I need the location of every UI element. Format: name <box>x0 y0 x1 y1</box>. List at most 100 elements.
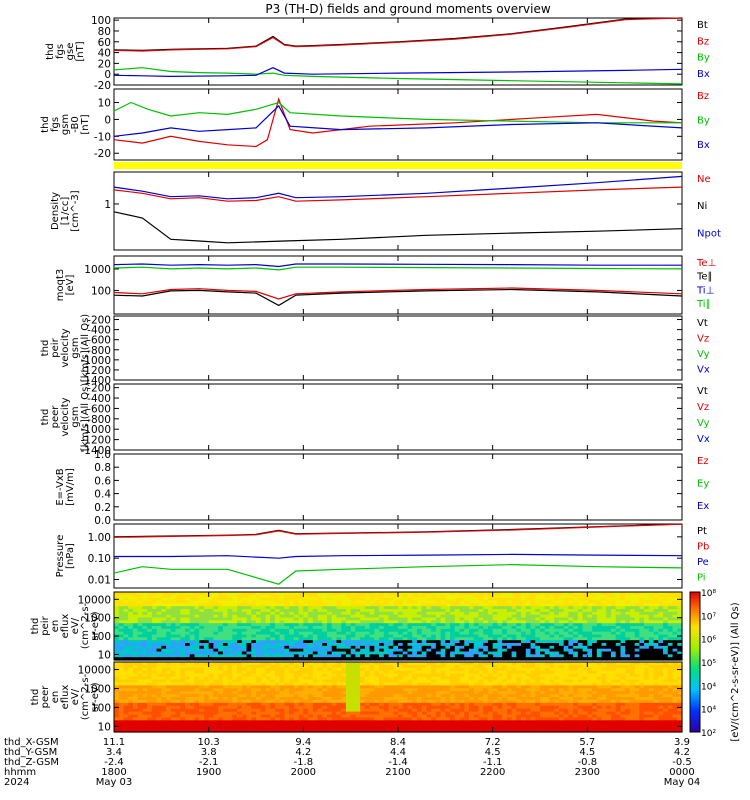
peer-velocity-ytick-label: -600 <box>87 403 111 415</box>
peer-eflux-ylabel: sr-eV) <box>90 682 101 711</box>
xaxis-value: 3.4 <box>106 747 122 758</box>
fgs-gse-frame <box>113 17 683 86</box>
xaxis-value: 4.2 <box>295 747 311 758</box>
peer-velocity-ylabel: [km/s](All Qs) <box>80 383 91 451</box>
temperature-legend-entry: Te⊥ <box>696 258 716 269</box>
fgs-gse-legend-entry: Bx <box>697 69 710 80</box>
pressure-ylabel: Pressure <box>55 535 66 578</box>
temperature-series-2 <box>113 263 682 268</box>
peer-velocity-legend-entry: Vx <box>697 434 710 445</box>
colorbar-tick-label: 10² <box>701 729 716 739</box>
peir-velocity-legend-entry: Vx <box>697 364 710 375</box>
density-frame <box>113 171 683 251</box>
peir-velocity-ytick-label: -400 <box>87 325 111 337</box>
panel-efield: 0.00.20.4 0.60.81.0 E=-VxB [mV/m] Ez Ey Ex <box>55 449 709 527</box>
efield-ytick-label: 1.0 <box>94 449 111 461</box>
efield-legend-entry: Ey <box>697 478 709 489</box>
xaxis-value: 5.7 <box>579 737 595 748</box>
peer-eflux-ylabel: (cm^2-s- <box>80 673 91 720</box>
xaxis-value: 8.4 <box>390 737 406 748</box>
pressure-series-1 <box>113 523 683 538</box>
fgs-gse-ytick-label: 100 <box>91 15 111 27</box>
xaxis-value: 2300 <box>575 767 600 778</box>
xaxis-value: 9.4 <box>295 737 311 748</box>
fgs-gsm-ytick-label: 10 <box>98 98 111 110</box>
peer-velocity-ytick-label: -1400 <box>80 445 111 457</box>
efield-ytick-label: 0.8 <box>94 462 111 474</box>
density-series-2 <box>113 175 683 200</box>
flag-strip <box>114 162 682 169</box>
density-series-1 <box>113 211 683 244</box>
peer-velocity-ylabel: thd <box>40 409 51 426</box>
peir-velocity-ylabel: velocity <box>60 328 71 367</box>
xaxis-row-label: hhmm <box>4 767 36 778</box>
fgs-gsm-series-2 <box>113 104 683 137</box>
pressure-series-3 <box>113 563 683 585</box>
xaxis-value: -2.4 <box>104 757 124 768</box>
xaxis-value: 4.2 <box>674 747 690 758</box>
peir-velocity-legend-entry: Vt <box>697 318 708 329</box>
efield-frame <box>113 453 683 521</box>
fgs-gse-ylabel: fgs <box>55 44 66 59</box>
fgs-gse-legend-entry: By <box>697 53 710 64</box>
panel-pressure: 0.01 0.10 1.00 Pressure [nPa] Pt Pb Pe Pi <box>55 523 709 589</box>
peir-velocity-ytick-label: -1000 <box>80 355 111 367</box>
xaxis-value: -1.8 <box>294 757 314 768</box>
temperature-legend-entry: Ti∥ <box>696 299 711 310</box>
panel-peer-velocity: -1400-1200-1000-800-600-400-200 thd peer ve… <box>40 383 710 457</box>
temperature-legend-entry: Ti⊥ <box>696 285 714 296</box>
peer-eflux-spectrogram <box>114 662 683 733</box>
fgs-gse-legend-entry: Bz <box>697 36 709 47</box>
efield-legend-entry: Ex <box>697 501 709 512</box>
peer-velocity-ytick-label: -800 <box>87 414 111 426</box>
efield-ylabel: [mV/m] <box>65 468 76 506</box>
efield-ytick-label: 0.2 <box>94 502 111 514</box>
peir-eflux-ytick-label: 10000 <box>78 594 111 606</box>
temperature-series-1 <box>113 288 683 307</box>
xaxis-value: -0.8 <box>578 757 598 768</box>
colorbar-tick-label: 10⁴ <box>701 682 716 692</box>
colorbar-scale <box>689 591 701 733</box>
xaxis-value: 7.2 <box>485 737 501 748</box>
peir-velocity-ytick-label: -200 <box>87 315 111 327</box>
peer-eflux-ylabel: eflux <box>60 685 71 710</box>
colorbar-tick-label: 10⁵ <box>701 659 716 669</box>
xaxis-row-label: 2024 <box>4 777 29 788</box>
fgs-gsm-ytick-label: 0 <box>104 114 111 126</box>
fgs-gsm-ytick-label: -20 <box>94 148 111 160</box>
peir-velocity-ylabel: peir <box>50 337 61 357</box>
peir-velocity-ylabel: thd <box>40 340 51 357</box>
fgs-gse-ytick-label: 0 <box>104 69 111 81</box>
density-legend-entry: Npot <box>697 228 721 239</box>
fgs-gsm-legend-entry: Bx <box>697 140 710 151</box>
fgs-gsm-legend-entry: Bz <box>697 91 709 102</box>
peer-eflux-ytick-label: 100 <box>91 702 111 714</box>
peir-velocity-frame <box>113 315 683 381</box>
xaxis-value: 4.5 <box>579 747 595 758</box>
efield-legend-entry: Ez <box>697 456 709 467</box>
panel-density: 1 Density [1/cc] [cm^-3] Ne Ni Npot <box>50 171 721 251</box>
fgs-gse-legend-entry: Bt <box>697 20 708 31</box>
peir-eflux-ylabel: eV/ <box>70 617 81 634</box>
temperature-ylabel: moqt3 <box>55 269 66 302</box>
xaxis-value: May 03 <box>96 777 133 788</box>
peer-velocity-ylabel: peer <box>50 405 61 429</box>
pressure-legend-entry: Pt <box>697 526 707 537</box>
xaxis-value: 11.1 <box>103 737 125 748</box>
temperature-series-0 <box>113 287 683 300</box>
xaxis-value: 3.8 <box>201 747 217 758</box>
xaxis-row-label: thd_X-GSM <box>4 737 59 748</box>
fgs-gsm-series-0 <box>113 97 683 148</box>
xaxis-value: 0000 <box>669 767 694 778</box>
peer-velocity-ytick-label: -400 <box>87 393 111 405</box>
peer-velocity-ytick-label: -1000 <box>80 424 111 436</box>
peir-eflux-ytick-label: 1000 <box>84 613 111 625</box>
colorbar-tick-label: 10⁸ <box>701 589 716 599</box>
peir-velocity-ytick-label: -1400 <box>80 375 111 387</box>
xaxis-value: 4.4 <box>390 747 406 758</box>
fgs-gsm-ylabel: -B0 <box>70 116 81 132</box>
density-series-0 <box>113 186 683 202</box>
density-ylabel: [1/cc] <box>60 197 71 226</box>
